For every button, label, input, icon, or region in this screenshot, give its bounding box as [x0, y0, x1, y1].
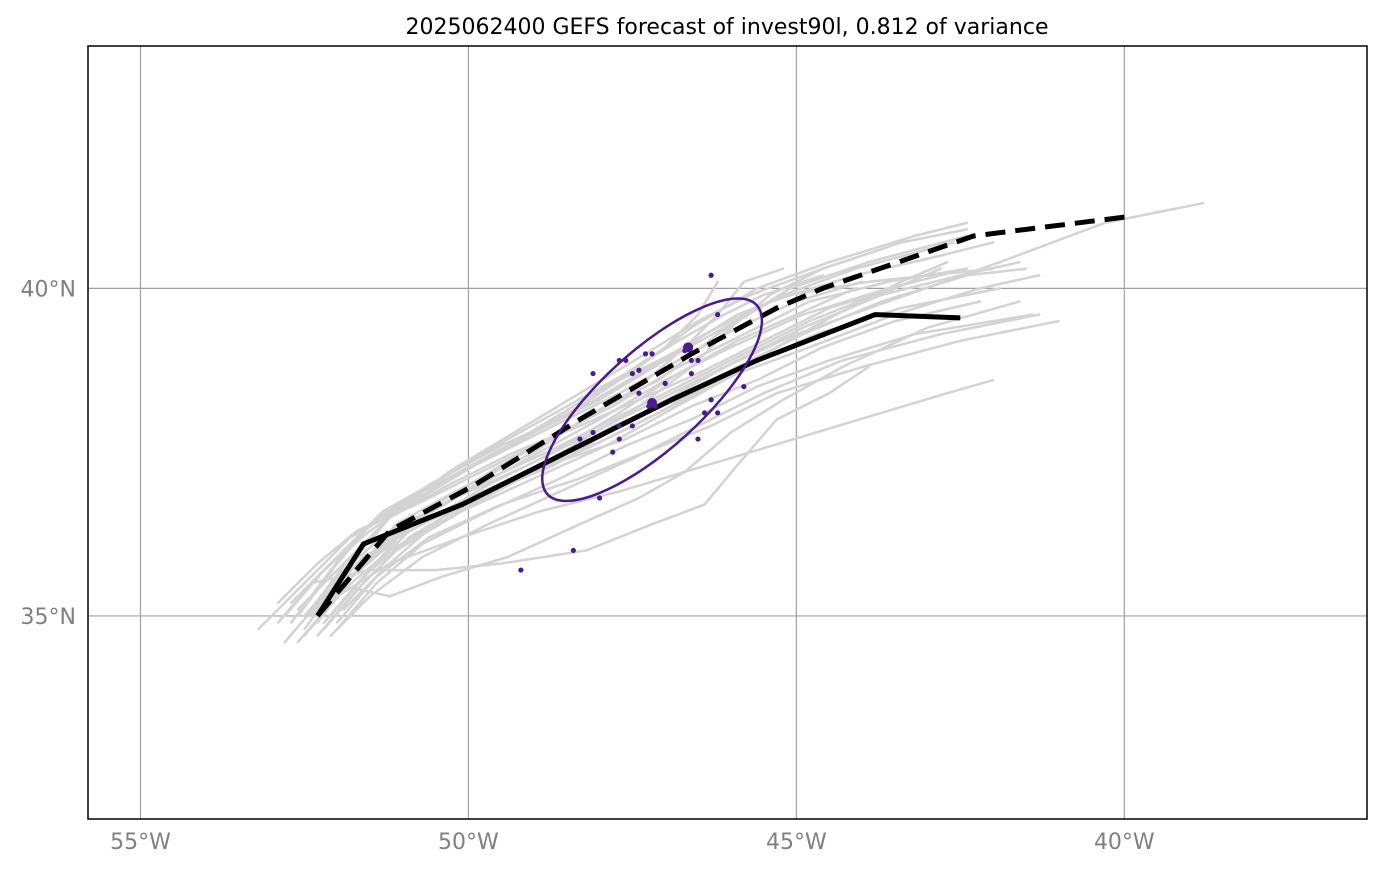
spread-point — [662, 380, 668, 386]
spread-centroid — [647, 398, 658, 409]
y-tick-label: 40°N — [21, 277, 76, 302]
x-tick-label: 40°W — [1094, 830, 1155, 855]
ensemble-member-track — [329, 300, 1021, 598]
spread-point — [695, 357, 701, 364]
ensemble-member-track — [329, 293, 877, 618]
spread-point — [642, 351, 649, 357]
spread-point — [688, 370, 695, 377]
ensemble-member-track — [322, 274, 1041, 631]
spread-point — [616, 357, 622, 364]
spread-point — [636, 367, 642, 373]
spread-layer — [518, 272, 764, 573]
ensemble-member-track — [257, 280, 719, 631]
ensemble-member-track — [283, 287, 857, 644]
mean-track — [315, 312, 961, 618]
spread-point — [688, 357, 695, 364]
x-tick-label: 50°W — [438, 830, 499, 855]
spread-point — [695, 436, 701, 442]
spread-point — [590, 429, 596, 436]
spread-point — [623, 357, 629, 364]
spread-point — [708, 272, 714, 278]
ensemble-member-track — [296, 287, 897, 611]
chart-title: 2025062400 GEFS forecast of invest90l, 0… — [406, 15, 1049, 40]
spread-point — [570, 547, 576, 554]
spread-point — [708, 397, 714, 403]
spread-point — [616, 423, 622, 429]
spread-ellipse — [540, 297, 764, 503]
spread-point — [577, 436, 583, 442]
spread-point — [518, 567, 524, 573]
spread-point — [649, 351, 655, 357]
spread-point — [590, 370, 596, 377]
spread-point — [741, 384, 747, 390]
gridlines — [88, 46, 1367, 819]
spread-point — [610, 449, 616, 455]
tick-labels: 55°W 50°W 45°W 40°W 40°N 35°N — [21, 277, 1155, 855]
track-layer — [257, 201, 1205, 644]
plot-frame — [87, 45, 1368, 820]
spread-point — [629, 370, 635, 377]
ensemble-member-track — [335, 319, 1060, 624]
ensemble-member-track — [303, 260, 949, 637]
ensemble-member-track — [303, 201, 1205, 618]
control-track — [315, 213, 1132, 618]
spread-point — [715, 410, 721, 416]
spread-point — [701, 410, 708, 416]
spread-centroid — [683, 342, 694, 353]
x-tick-label: 45°W — [766, 830, 827, 855]
ensemble-member-track — [303, 267, 969, 631]
ensemble-member-track — [309, 365, 870, 585]
x-tick-label: 55°W — [110, 830, 171, 855]
spread-point — [597, 495, 603, 501]
y-tick-label: 35°N — [21, 605, 76, 630]
spread-point — [629, 423, 635, 429]
spread-point — [616, 436, 622, 442]
spread-point — [715, 311, 721, 318]
spread-point — [636, 390, 642, 396]
ensemble-member-track — [342, 247, 883, 611]
